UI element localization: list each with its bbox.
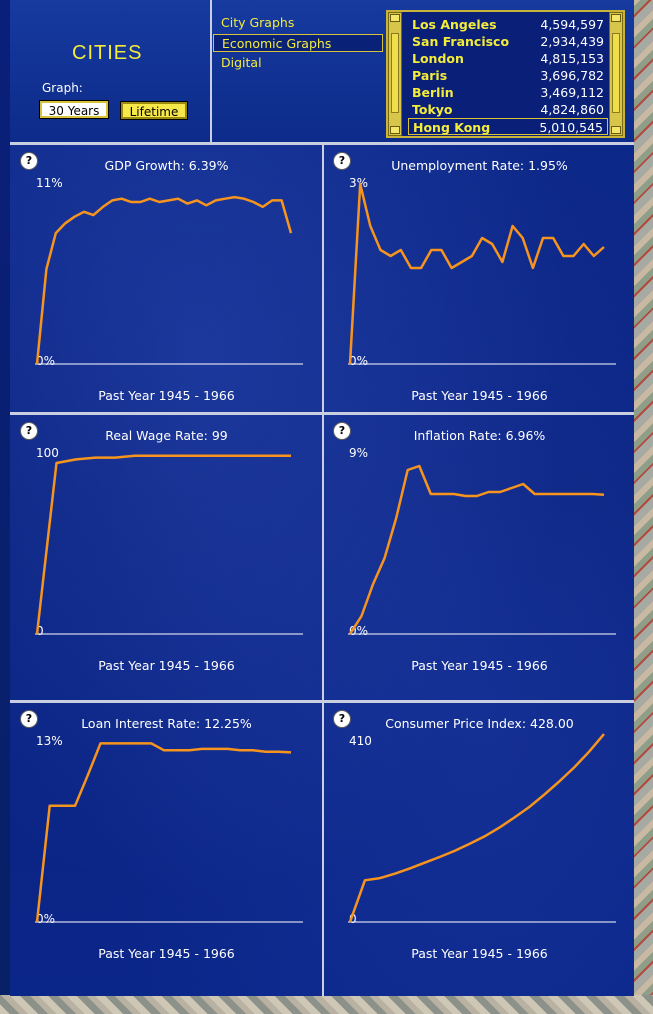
city-population: 2,934,439: [540, 34, 604, 49]
graph-grid-divider-horizontal: [10, 412, 634, 415]
graph-consumer-price-index: ? Consumer Price Index: 428.00 410 0 Pas…: [325, 704, 634, 976]
graphs-header: CITIES Graph: 30 Years Lifetime City Gra…: [10, 0, 634, 145]
y-max-label: 11%: [36, 176, 63, 190]
city-row-paris[interactable]: Paris 3,696,782: [408, 67, 608, 84]
graph-title: Unemployment Rate: 1.95%: [391, 158, 568, 173]
scroll-up-arrow-icon[interactable]: [390, 14, 400, 22]
help-question-icon[interactable]: ?: [20, 152, 38, 170]
city-population: 5,010,545: [539, 120, 603, 135]
graph-footer: Past Year 1945 - 1966: [98, 946, 235, 961]
series-line: [348, 182, 605, 365]
range-lifetime-button[interactable]: Lifetime: [121, 102, 187, 119]
graph-range-label: Graph:: [42, 81, 83, 95]
scroll-up-arrow-icon[interactable]: [611, 14, 621, 22]
y-max-label: 100: [36, 446, 59, 460]
graph-unemployment-rate: ? Unemployment Rate: 1.95% 3% 0% Past Ye…: [325, 146, 634, 418]
graph-footer: Past Year 1945 - 1966: [98, 658, 235, 673]
y-min-label: 0: [36, 624, 44, 638]
menu-item-city-graphs[interactable]: City Graphs: [221, 15, 295, 30]
city-name: Los Angeles: [412, 17, 497, 32]
city-list: Los Angeles 4,594,597 San Francisco 2,93…: [386, 10, 625, 138]
series-line: [35, 454, 291, 635]
graph-title: Inflation Rate: 6.96%: [413, 428, 546, 443]
help-question-icon[interactable]: ?: [333, 422, 351, 440]
city-row-los-angeles[interactable]: Los Angeles 4,594,597: [408, 16, 608, 33]
city-population: 3,469,112: [540, 85, 604, 100]
graph-title: GDP Growth: 6.39%: [104, 158, 229, 173]
city-name: Tokyo: [412, 102, 453, 117]
y-max-label: 3%: [349, 176, 369, 190]
menu-item-economic-graphs[interactable]: Economic Graphs: [213, 34, 383, 52]
range-30-years-button[interactable]: 30 Years: [40, 101, 108, 118]
city-list-scrollbar-left[interactable]: [388, 12, 402, 136]
city-row-san-francisco[interactable]: San Francisco 2,934,439: [408, 33, 608, 50]
graph-gdp-growth: ? GDP Growth: 6.39% 11% 0% Past Year 194…: [12, 146, 321, 418]
help-question-icon[interactable]: ?: [333, 710, 351, 728]
graph-plot: [348, 733, 616, 923]
graph-plot: [35, 454, 303, 635]
graph-inflation-rate: ? Inflation Rate: 6.96% 9% 0% Past Year …: [325, 416, 634, 688]
graph-type-menu: City Graphs Economic Graphs Digital: [213, 10, 385, 135]
city-population: 4,815,153: [540, 51, 604, 66]
city-name: San Francisco: [412, 34, 510, 49]
city-row-berlin[interactable]: Berlin 3,469,112: [408, 84, 608, 101]
scroll-thumb[interactable]: [391, 33, 399, 113]
scroll-down-arrow-icon[interactable]: [611, 126, 621, 134]
graph-footer: Past Year 1945 - 1966: [411, 388, 548, 403]
city-population: 3,696,782: [540, 68, 604, 83]
graph-title: Consumer Price Index: 428.00: [385, 716, 574, 731]
series-line: [348, 733, 605, 923]
city-population: 4,824,860: [540, 102, 604, 117]
graph-title: Real Wage Rate: 99: [105, 428, 228, 443]
y-max-label: 13%: [36, 734, 63, 748]
series-line: [348, 464, 605, 635]
city-row-hong-kong[interactable]: Hong Kong 5,010,545: [408, 118, 608, 135]
city-row-tokyo[interactable]: Tokyo 4,824,860: [408, 101, 608, 118]
series-line: [35, 195, 293, 365]
graph-plot: [348, 464, 616, 635]
graph-plot: [35, 742, 303, 923]
city-list-scrollbar-right[interactable]: [609, 12, 623, 136]
help-question-icon[interactable]: ?: [333, 152, 351, 170]
scroll-thumb[interactable]: [612, 33, 620, 113]
graph-title: Loan Interest Rate: 12.25%: [81, 716, 252, 731]
city-population: 4,594,597: [540, 17, 604, 32]
graph-real-wage-rate: ? Real Wage Rate: 99 100 0 Past Year 194…: [12, 416, 321, 688]
economic-graphs-panel: CITIES Graph: 30 Years Lifetime City Gra…: [10, 0, 634, 996]
graph-footer: Past Year 1945 - 1966: [98, 388, 235, 403]
graph-plot: [348, 182, 616, 365]
y-min-label: 0: [349, 912, 357, 926]
city-name: London: [412, 51, 464, 66]
city-background-right: [632, 0, 653, 1014]
city-row-london[interactable]: London 4,815,153: [408, 50, 608, 67]
city-name: Hong Kong: [413, 120, 491, 135]
city-name: Berlin: [412, 85, 454, 100]
menu-item-digital[interactable]: Digital: [221, 55, 262, 70]
city-background-bottom: [0, 995, 653, 1014]
graph-grid-divider-horizontal: [10, 700, 634, 703]
y-max-label: 410: [349, 734, 372, 748]
graph-loan-interest-rate: ? Loan Interest Rate: 12.25% 13% 0% Past…: [12, 704, 321, 976]
page-title: CITIES: [72, 42, 143, 64]
graph-grid-divider-vertical: [322, 144, 324, 996]
city-name: Paris: [412, 68, 448, 83]
help-question-icon[interactable]: ?: [20, 422, 38, 440]
series-line: [35, 742, 292, 923]
help-question-icon[interactable]: ?: [20, 710, 38, 728]
y-max-label: 9%: [349, 446, 369, 460]
graph-plot: [35, 195, 303, 365]
scroll-down-arrow-icon[interactable]: [390, 126, 400, 134]
graph-footer: Past Year 1945 - 1966: [411, 658, 548, 673]
header-left: CITIES Graph: 30 Years Lifetime: [10, 0, 212, 142]
graph-footer: Past Year 1945 - 1966: [411, 946, 548, 961]
